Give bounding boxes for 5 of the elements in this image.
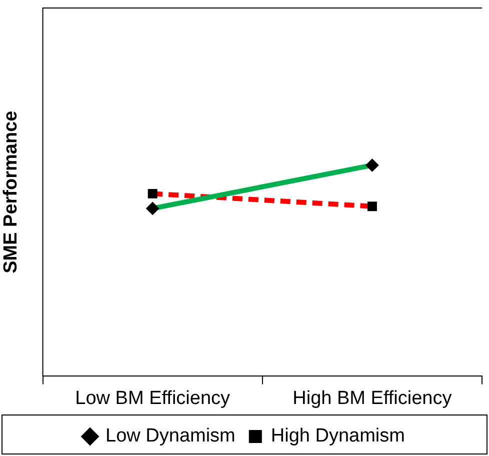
x-tick-label: High BM Efficiency xyxy=(292,388,452,409)
x-tick-label: Low BM Efficiency xyxy=(75,388,231,409)
legend-label: Low Dynamism xyxy=(106,426,236,447)
y-axis-title: SME Performance xyxy=(0,110,22,274)
legend-label: High Dynamism xyxy=(270,426,405,447)
